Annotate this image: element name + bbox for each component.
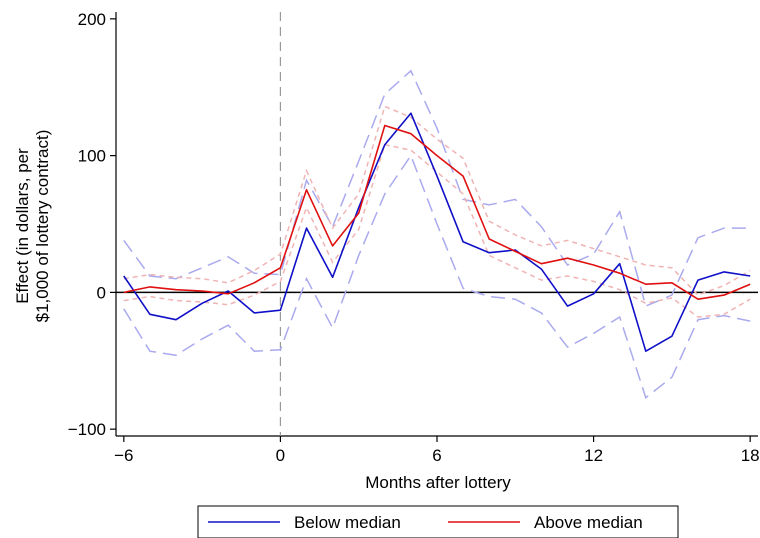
series-lines: [123, 112, 751, 353]
legend: Below median Above median: [197, 505, 679, 538]
y-tick-label: 200: [78, 10, 106, 29]
confidence-bands: [123, 69, 751, 399]
ci-lower-below-median: [123, 153, 751, 399]
ticks: −6 0 6 12 18 −100 0 100 200: [68, 10, 760, 465]
reference-lines: [116, 12, 758, 436]
x-tick-label: 0: [276, 446, 285, 465]
ci-upper-below-median: [123, 69, 751, 308]
y-axis-title-line-2: $1,000 of lottery contract): [33, 130, 52, 323]
x-tick-label: 12: [584, 446, 603, 465]
series-line-below-median: [123, 112, 751, 353]
x-tick-label: −6: [114, 446, 133, 465]
y-tick-label: 0: [97, 283, 106, 302]
x-tick-label: 6: [432, 446, 441, 465]
legend-label-above-median: Above median: [534, 513, 643, 532]
x-tick-label: 18: [741, 446, 760, 465]
legend-label-below-median: Below median: [294, 513, 401, 532]
y-tick-label: 100: [78, 147, 106, 166]
y-axis-title-line-1: Effect (in dollars, per: [13, 148, 32, 304]
x-axis-title: Months after lottery: [365, 473, 511, 492]
y-tick-label: −100: [68, 420, 106, 439]
series-line-above-median: [123, 124, 751, 301]
